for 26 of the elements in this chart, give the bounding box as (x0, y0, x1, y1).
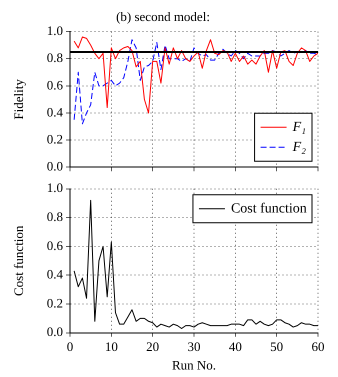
y-tick-label: 0.4 (46, 104, 64, 120)
x-tick-label: 20 (146, 339, 160, 354)
y-axis-title: Fidelity (11, 78, 26, 120)
y-axis-title: Cost function (11, 225, 26, 296)
legend-label: F₂ (292, 140, 306, 155)
y-tick-label: 0.8 (46, 209, 63, 224)
legend-label: F₁ (292, 120, 306, 135)
y-tick-label: 0.0 (46, 324, 63, 340)
x-axis-title: Run No. (172, 358, 216, 373)
chart-title: (b) second model: (116, 9, 210, 24)
x-tick-label: 0 (66, 339, 74, 354)
y-tick-label: 1.0 (46, 23, 63, 38)
x-tick-label: 40 (228, 339, 242, 354)
y-tick-label: 0.8 (46, 50, 63, 66)
x-tick-label: 50 (270, 339, 284, 354)
y-tick-label: 0.2 (46, 132, 63, 146)
y-tick-label: 1.0 (46, 180, 63, 196)
y-tick-label: 0.0 (46, 158, 63, 174)
x-tick-label: 10 (104, 339, 118, 354)
legend-label: Cost function (230, 201, 307, 216)
y-tick-label: 0.6 (46, 77, 64, 92)
y-tick-label: 0.2 (46, 295, 63, 310)
x-tick-label: 30 (188, 339, 200, 354)
x-tick-label: 60 (312, 339, 324, 354)
y-tick-label: 0.4 (46, 266, 64, 282)
y-tick-label: 0.6 (46, 238, 64, 253)
